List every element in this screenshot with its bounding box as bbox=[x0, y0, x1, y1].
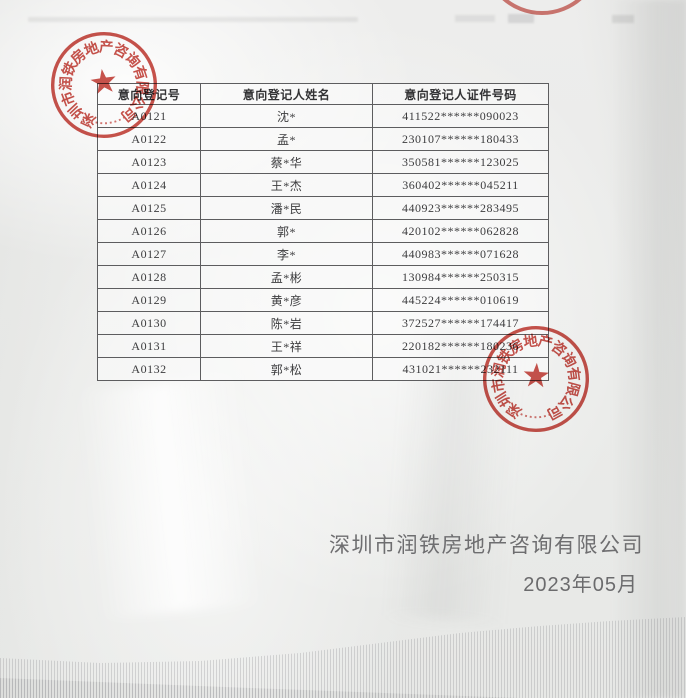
scan-artifact bbox=[28, 17, 358, 22]
cell-registration-no: A0124 bbox=[97, 173, 201, 197]
cell-certificate-no: 230107******180433 bbox=[372, 127, 549, 151]
cell-registrant-name: 孟*彬 bbox=[200, 265, 373, 289]
cell-registrant-name: 郭* bbox=[200, 219, 373, 243]
cell-registration-no: A0127 bbox=[97, 242, 201, 266]
cell-registrant-name: 孟* bbox=[200, 127, 373, 151]
cell-registration-no: A0125 bbox=[97, 196, 201, 220]
cell-registrant-name: 王*祥 bbox=[200, 334, 373, 358]
cell-certificate-no: 445224******010619 bbox=[372, 288, 549, 312]
table-row: A0128 孟*彬 130984******250315 bbox=[97, 265, 549, 289]
cell-registrant-name: 陈*岩 bbox=[200, 311, 373, 335]
cell-certificate-no: 420102******062828 bbox=[372, 219, 549, 243]
footer-company-name: 深圳市润铁房地产咨询有限公司 bbox=[329, 534, 644, 557]
cell-registrant-name: 黄*彦 bbox=[200, 288, 373, 312]
company-seal-partial-top-edge bbox=[482, 0, 602, 15]
col-header-certificate-no: 意向登记人证件号码 bbox=[372, 83, 549, 105]
cell-certificate-no: 130984******250315 bbox=[372, 265, 549, 289]
seal-star-icon bbox=[523, 362, 549, 388]
table-row: A0123 蔡*华 350581******123025 bbox=[97, 150, 549, 174]
company-seal-mid-right: 深圳市润铁房地产咨询有限公司 bbox=[482, 325, 590, 433]
cell-registration-no: A0130 bbox=[97, 311, 201, 335]
cell-certificate-no: 411522******090023 bbox=[372, 104, 549, 128]
cell-certificate-no: 440983******071628 bbox=[372, 242, 549, 266]
scan-artifact bbox=[612, 15, 634, 23]
cell-registrant-name: 王*杰 bbox=[200, 173, 373, 197]
cell-certificate-no: 440923******283495 bbox=[372, 196, 549, 220]
cell-registrant-name: 李* bbox=[200, 242, 373, 266]
footer-date: 2023年05月 bbox=[523, 574, 638, 596]
cell-registrant-name: 蔡*华 bbox=[200, 150, 373, 174]
table-header-row: 意向登记号 意向登记人姓名 意向登记人证件号码 bbox=[97, 83, 549, 105]
cell-registrant-name: 郭*松 bbox=[200, 357, 373, 381]
paper-light-streak bbox=[78, 370, 302, 620]
cell-registration-no: A0132 bbox=[97, 357, 201, 381]
scan-artifact bbox=[455, 15, 495, 22]
col-header-registrant-name: 意向登记人姓名 bbox=[200, 83, 373, 105]
table-row: A0129 黄*彦 445224******010619 bbox=[97, 288, 549, 312]
seal-star-icon bbox=[90, 69, 116, 94]
cell-certificate-no: 360402******045211 bbox=[372, 173, 549, 197]
cell-registration-no: A0126 bbox=[97, 219, 201, 243]
company-seal-top-left: 深圳市润铁房地产咨询有限公司 bbox=[50, 31, 158, 139]
cell-registration-no: A0131 bbox=[97, 334, 201, 358]
cell-registration-no: A0128 bbox=[97, 265, 201, 289]
table-row: A0126 郭* 420102******062828 bbox=[97, 219, 549, 243]
scan-artifact bbox=[508, 14, 534, 23]
table-row: A0124 王*杰 360402******045211 bbox=[97, 173, 549, 197]
table-row: A0127 李* 440983******071628 bbox=[97, 242, 549, 266]
cell-registration-no: A0129 bbox=[97, 288, 201, 312]
cell-certificate-no: 350581******123025 bbox=[372, 150, 549, 174]
table-row: A0125 潘*民 440923******283495 bbox=[97, 196, 549, 220]
cell-registrant-name: 沈* bbox=[200, 104, 373, 128]
cell-registration-no: A0123 bbox=[97, 150, 201, 174]
cell-registrant-name: 潘*民 bbox=[200, 196, 373, 220]
